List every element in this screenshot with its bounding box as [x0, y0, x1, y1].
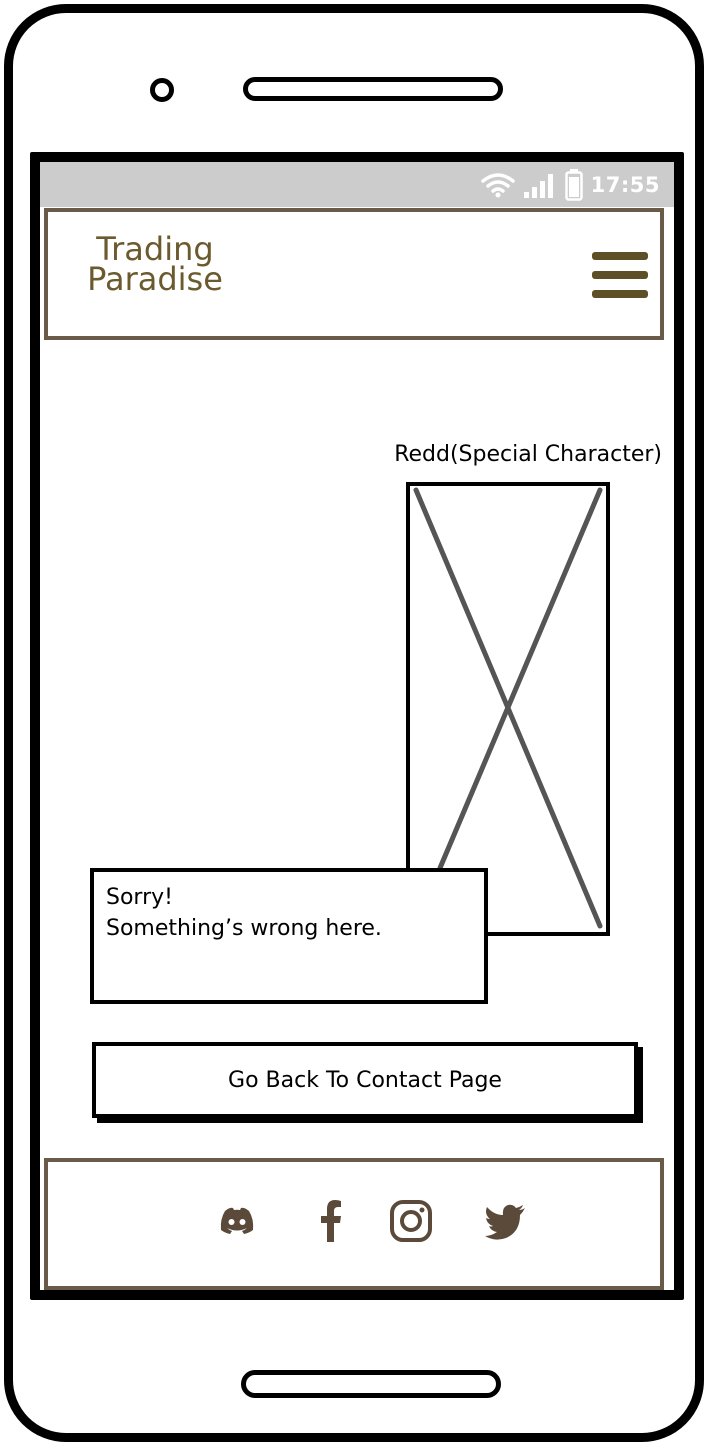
twitter-icon[interactable]	[482, 1198, 528, 1244]
instagram-icon[interactable]	[388, 1198, 434, 1244]
facebook-icon[interactable]	[308, 1198, 354, 1244]
character-image-placeholder	[406, 482, 610, 936]
earpiece-speaker	[243, 77, 503, 101]
battery-icon	[564, 168, 583, 201]
site-logo[interactable]: Trading Paradise	[70, 230, 240, 298]
error-title: Sorry!	[106, 885, 173, 910]
character-label: Redd(Special Character)	[394, 442, 662, 467]
status-time: 17:55	[590, 172, 660, 197]
discord-icon[interactable]	[214, 1198, 260, 1244]
error-message: Something’s wrong here.	[106, 916, 382, 941]
logo-line-1: Trading	[96, 230, 214, 268]
site-footer	[44, 1158, 664, 1290]
back-to-contact-label: Go Back To Contact Page	[228, 1067, 502, 1093]
phone-screen: 17:55 Trading Paradise Redd(Special Char…	[30, 152, 684, 1300]
error-message-box: Sorry! Something’s wrong here.	[90, 868, 488, 1004]
home-button[interactable]	[241, 1370, 501, 1398]
site-header: Trading Paradise	[44, 208, 664, 340]
logo-line-2: Paradise	[87, 260, 223, 298]
hamburger-menu-icon[interactable]	[592, 252, 648, 302]
front-camera	[150, 78, 174, 102]
wifi-icon	[480, 172, 515, 197]
status-bar: 17:55	[40, 162, 674, 207]
back-to-contact-button[interactable]: Go Back To Contact Page	[92, 1042, 638, 1118]
signal-icon	[523, 173, 553, 198]
